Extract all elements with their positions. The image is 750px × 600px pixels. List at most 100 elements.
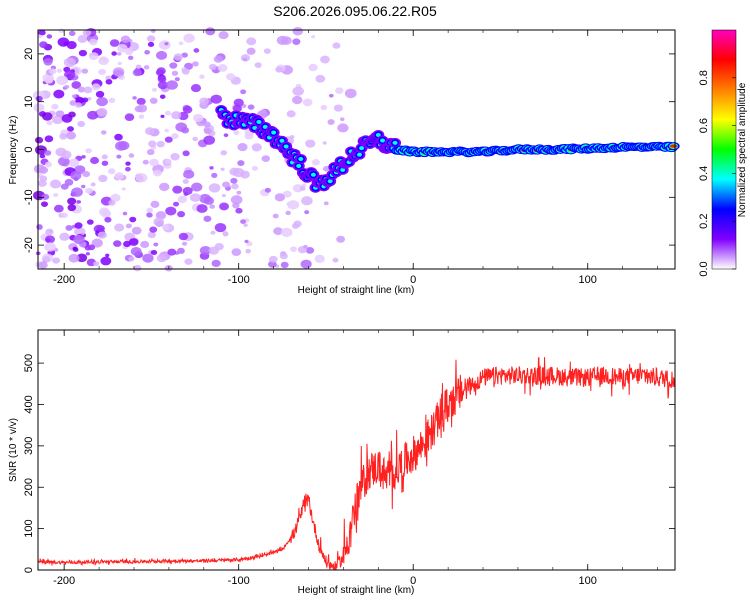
- snr-x-ticks: -200 -100 0 100: [53, 330, 658, 587]
- spectrogram-blob: [175, 122, 188, 132]
- ridge-blob: [252, 125, 258, 130]
- spectrogram-blob: [177, 210, 186, 218]
- spectrogram-blob: [182, 150, 190, 157]
- spectrogram-y-axis-label: Frequency (Hz): [8, 116, 19, 185]
- ridge-blob: [359, 146, 365, 151]
- spectrogram-blob: [53, 192, 59, 197]
- spectrogram-blob: [55, 110, 65, 118]
- spectrogram-blob: [144, 127, 155, 136]
- snr-plot-area: [38, 330, 675, 570]
- spectrogram-blob: [138, 114, 145, 119]
- spectrogram-blob: [314, 254, 325, 263]
- spectrogram-blob: [46, 120, 53, 126]
- spectrogram-blob: [181, 52, 188, 58]
- spectrogram-blob: [58, 156, 70, 167]
- spectrogram-blob: [105, 79, 113, 85]
- spectrogram-blob: [65, 225, 73, 231]
- spectrogram-blob: [171, 133, 179, 140]
- spectrogram-blob: [292, 184, 304, 193]
- spectrogram-blob: [199, 193, 212, 204]
- spectrogram-blob: [53, 89, 65, 99]
- spectrogram-blob: [292, 27, 304, 36]
- spectrogram-blob: [89, 38, 98, 46]
- spectrogram-blob: [322, 141, 327, 145]
- spectrogram-blob: [121, 187, 126, 191]
- spectrogram-blob: [261, 155, 271, 162]
- spectrogram-blob: [210, 230, 216, 235]
- spectrogram-blob: [192, 113, 204, 123]
- spectrogram-blob: [178, 232, 189, 241]
- spectrogram-blob: [76, 253, 88, 263]
- ridge-blob: [256, 119, 262, 124]
- spectrogram-blob: [240, 219, 246, 224]
- spectrogram-blob: [39, 153, 46, 159]
- spectrogram-blob: [251, 165, 259, 171]
- spectrogram-blob: [108, 199, 116, 206]
- spectrogram-blob: [98, 207, 110, 217]
- spectrogram-blob: [285, 210, 291, 216]
- spectrogram-blob: [53, 204, 64, 213]
- spectrogram-blob: [86, 219, 94, 225]
- spectrogram-blob: [146, 149, 155, 156]
- spectrogram-blob: [160, 114, 165, 119]
- x-tick-label: -200: [53, 575, 75, 587]
- spectrogram-blob: [52, 257, 61, 264]
- spectrogram-blob: [240, 89, 247, 95]
- spectrogram-blob: [146, 207, 154, 213]
- spectrogram-blob: [177, 195, 187, 204]
- spectrogram-blob: [184, 258, 193, 265]
- spectrogram-blob: [293, 220, 302, 228]
- figure-title: S206.2026.095.06.22.R05: [273, 3, 437, 19]
- spectrogram-blob: [305, 246, 315, 254]
- spectrogram-blob: [280, 227, 293, 238]
- spectrogram-blob: [274, 193, 286, 202]
- spectrogram-blob: [108, 97, 116, 104]
- spectrogram-blob: [46, 34, 53, 39]
- spectrogram-blob: [166, 80, 178, 90]
- spectrogram-blob: [243, 223, 248, 228]
- spectrogram-blob: [193, 48, 200, 53]
- spectrogram-blob: [190, 84, 202, 93]
- spectrogram-blob: [169, 62, 178, 69]
- spectrogram-blob: [111, 51, 117, 56]
- spectrogram-blob: [36, 224, 43, 230]
- spectrogram-blob: [308, 63, 318, 72]
- spectrogram-blob: [144, 50, 151, 55]
- spectrogram-blob: [165, 206, 177, 216]
- spectrogram-blob: [221, 193, 226, 198]
- spectrogram-blob: [59, 133, 68, 140]
- spectrogram-blob: [122, 211, 128, 216]
- spectrogram-blob: [71, 81, 82, 89]
- spectrogram-blob: [88, 52, 99, 61]
- spectrogram-blob: [51, 103, 59, 110]
- spectrogram-blob: [339, 117, 345, 122]
- spectrogram-blob: [68, 30, 76, 37]
- spectrogram-blob: [49, 68, 57, 75]
- spectrogram-blob: [164, 42, 169, 46]
- ridge-blob: [380, 138, 386, 143]
- spectrogram-blob: [211, 259, 221, 268]
- spectrogram-blob: [40, 201, 49, 207]
- spectrogram-blob: [242, 57, 248, 62]
- spectrogram-blob: [173, 53, 183, 61]
- snr-frame: [37, 329, 676, 571]
- spectrogram-blob: [76, 200, 81, 204]
- spectrogram-blob: [64, 178, 74, 186]
- spectrogram-blob: [64, 84, 70, 89]
- spectrogram-blob: [146, 212, 153, 218]
- spectrogram-blob: [237, 143, 248, 152]
- spectrogram-blob: [77, 120, 86, 128]
- snr-series-line: [37, 357, 676, 571]
- spectrogram-blob: [151, 87, 158, 92]
- spectrogram-blob: [244, 239, 249, 244]
- spectrogram-blob: [147, 231, 157, 239]
- spectrogram-blob: [184, 62, 194, 70]
- spectrogram-blob: [57, 37, 70, 47]
- spectrogram-blob: [157, 75, 167, 83]
- spectrogram-blob: [153, 242, 159, 247]
- spectrogram-blob: [196, 204, 208, 213]
- spectrogram-blob: [300, 259, 312, 269]
- spectrogram-blob: [320, 55, 330, 64]
- spectrogram-blob: [146, 35, 156, 42]
- spectrogram-blob: [220, 167, 225, 171]
